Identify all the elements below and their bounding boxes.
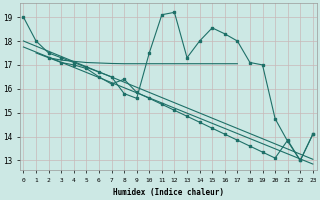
X-axis label: Humidex (Indice chaleur): Humidex (Indice chaleur) bbox=[113, 188, 224, 197]
